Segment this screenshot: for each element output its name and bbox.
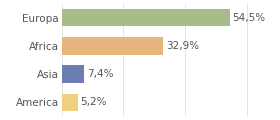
Text: 54,5%: 54,5% (232, 13, 265, 23)
Bar (62, 9, 230, 26)
Text: 7,4%: 7,4% (87, 69, 113, 79)
Text: 5,2%: 5,2% (80, 97, 107, 107)
Bar (62, 37, 163, 55)
Bar (62, 65, 85, 83)
Text: 32,9%: 32,9% (166, 41, 199, 51)
Bar (62, 94, 78, 111)
